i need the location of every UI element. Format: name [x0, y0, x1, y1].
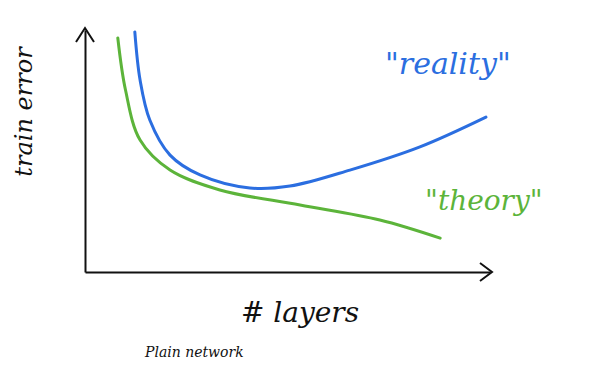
- axis-line: [86, 272, 491, 274]
- axis-line: [85, 31, 87, 273]
- x-axis-title: # layers: [241, 296, 359, 329]
- x-axis: [86, 272, 491, 273]
- axis-arrow: [76, 28, 94, 42]
- series-label: "theory": [425, 184, 543, 217]
- subtitle: Plain network: [144, 344, 244, 360]
- series-label: "reality": [385, 46, 511, 81]
- y-axis: [85, 31, 86, 273]
- chart: "reality" "theory" train error # layers Plai…: [0, 0, 608, 369]
- y-axis-title: train error: [10, 46, 38, 177]
- axis-arrow: [480, 263, 492, 281]
